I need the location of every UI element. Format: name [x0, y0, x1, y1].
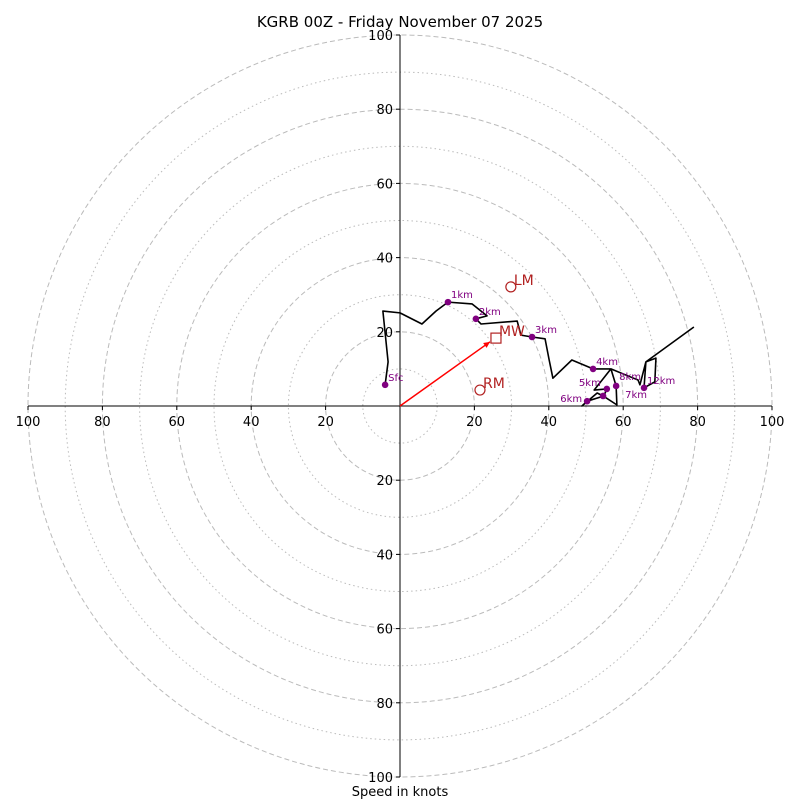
y-tick-label: 40 [376, 548, 393, 563]
shear-vector [399, 341, 491, 407]
height-point [444, 298, 452, 306]
y-tick-label: 100 [368, 29, 393, 44]
storm-motion-label: LM [514, 273, 534, 289]
height-label: 5km [579, 378, 601, 389]
chart-title: KGRB 00Z - Friday November 07 2025 [257, 13, 543, 31]
x-tick-label: 60 [169, 415, 186, 430]
storm-motion-marker [474, 384, 486, 396]
x-tick-label: 60 [615, 415, 632, 430]
height-label: 2km [479, 307, 501, 318]
x-tick-label: 80 [689, 415, 706, 430]
y-tick-label: 80 [376, 697, 393, 712]
storm-motion-marker [505, 281, 517, 293]
height-label: 1km [451, 290, 473, 301]
height-point [612, 382, 620, 390]
y-tick-label: 60 [376, 623, 393, 638]
height-label: 4km [596, 357, 618, 368]
height-point [472, 315, 480, 323]
x-axis-label: Speed in knots [352, 785, 449, 800]
shear-arrowhead [483, 341, 491, 348]
height-point [640, 384, 648, 392]
height-label: 6km [560, 394, 582, 405]
height-label: 3km [535, 325, 557, 336]
x-tick-label: 40 [243, 415, 260, 430]
y-tick-label: 40 [376, 252, 393, 267]
storm-motion-marker [490, 332, 502, 344]
x-tick-label: 80 [94, 415, 111, 430]
y-tick-label: 80 [376, 103, 393, 118]
y-tick-label: 20 [376, 474, 393, 489]
hodograph-trace [382, 301, 695, 407]
x-tick-label: 40 [541, 415, 558, 430]
height-label: 8km [619, 372, 641, 383]
height-point [603, 385, 611, 393]
storm-motion-label: MW [499, 324, 525, 340]
height-point [528, 333, 536, 341]
height-point [599, 392, 607, 400]
height-point [583, 397, 591, 405]
height-label: 12km [647, 376, 675, 387]
height-label: 7km [625, 390, 647, 401]
height-point [381, 381, 389, 389]
height-point [589, 365, 597, 373]
x-tick-label: 20 [466, 415, 483, 430]
height-label: Sfc [388, 373, 403, 384]
storm-motion-label: RM [483, 376, 505, 392]
x-tick-label: 100 [16, 415, 41, 430]
y-tick-label: 100 [368, 771, 393, 786]
y-tick-label: 60 [376, 177, 393, 192]
x-tick-label: 20 [317, 415, 334, 430]
x-tick-label: 100 [760, 415, 785, 430]
